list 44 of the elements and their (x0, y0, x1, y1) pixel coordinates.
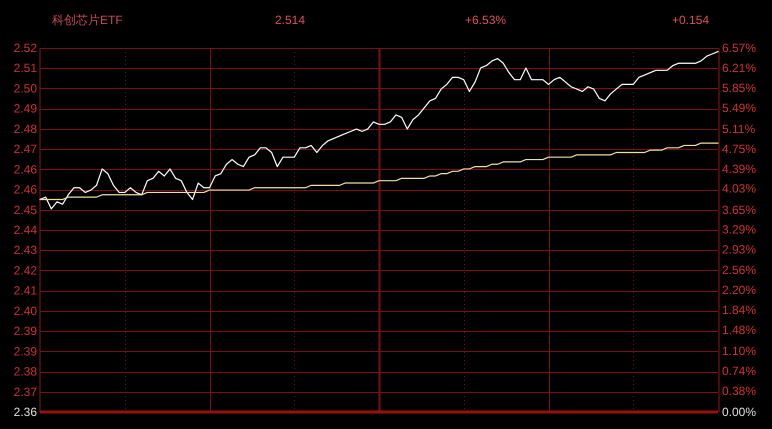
y-tick-label: 2.40 (14, 304, 38, 318)
y2-tick-label: 3.65% (722, 202, 756, 217)
y-tick-label: 2.48 (14, 122, 38, 136)
y-tick-label: 2.38 (14, 364, 38, 379)
y-tick-label: 2.41 (14, 284, 38, 298)
y-tick-label: 2.39 (14, 324, 38, 338)
y-tick-label: 2.51 (14, 61, 38, 76)
y2-tick-label: 1.84% (722, 303, 756, 318)
y-tick-label: 2.45 (14, 202, 38, 217)
y2-tick-label: 4.39% (722, 162, 756, 176)
y2-tick-label: 4.03% (722, 182, 756, 196)
y-tick-label: 2.39 (14, 344, 38, 358)
y2-tick-label: 6.57% (722, 41, 756, 55)
y-tick-label: 2.37 (14, 384, 38, 399)
y2-tick-label: 2.56% (722, 263, 756, 278)
y2-tick-label: 0.38% (722, 384, 756, 398)
y-tick-label: 2.52 (14, 41, 38, 55)
y2-tick-label: 5.49% (722, 100, 756, 115)
y-tick-label: 2.46 (14, 182, 38, 197)
text: +6.53% (465, 13, 506, 27)
y-tick-label: 2.42 (14, 263, 38, 278)
y2-tick-label: 0.74% (722, 364, 756, 378)
y-tick-label: 2.49 (14, 102, 38, 116)
y-tick-label: 2.36 (14, 405, 38, 419)
y2-tick-label: 5.85% (722, 80, 756, 95)
y-tick-label: 2.43 (14, 243, 38, 258)
y2-tick-label: 1.48% (722, 323, 756, 338)
line-series (39, 50, 719, 210)
y2-tick-label: 3.29% (722, 222, 756, 237)
text: +0.154 (672, 13, 710, 27)
y2-tick-label: 2.93% (722, 242, 756, 257)
y-tick-label: 2.50 (14, 81, 38, 96)
y2-tick-label: 5.11% (722, 122, 756, 136)
y2-tick-label: 6.21% (722, 60, 756, 75)
y2-tick-label: 0.00% (722, 405, 756, 419)
line-series (39, 142, 719, 200)
y2-tick-label: 2.20% (722, 283, 756, 298)
text: 2.514 (275, 13, 306, 27)
chart-title: 科创芯片ETF (52, 13, 123, 27)
y-tick-label: 2.47 (14, 142, 38, 156)
y2-tick-label: 4.75% (722, 142, 756, 156)
y-tick-label: 2.46 (14, 162, 38, 176)
y2-tick-label: 1.10% (722, 344, 756, 358)
y-tick-label: 2.44 (14, 223, 38, 237)
